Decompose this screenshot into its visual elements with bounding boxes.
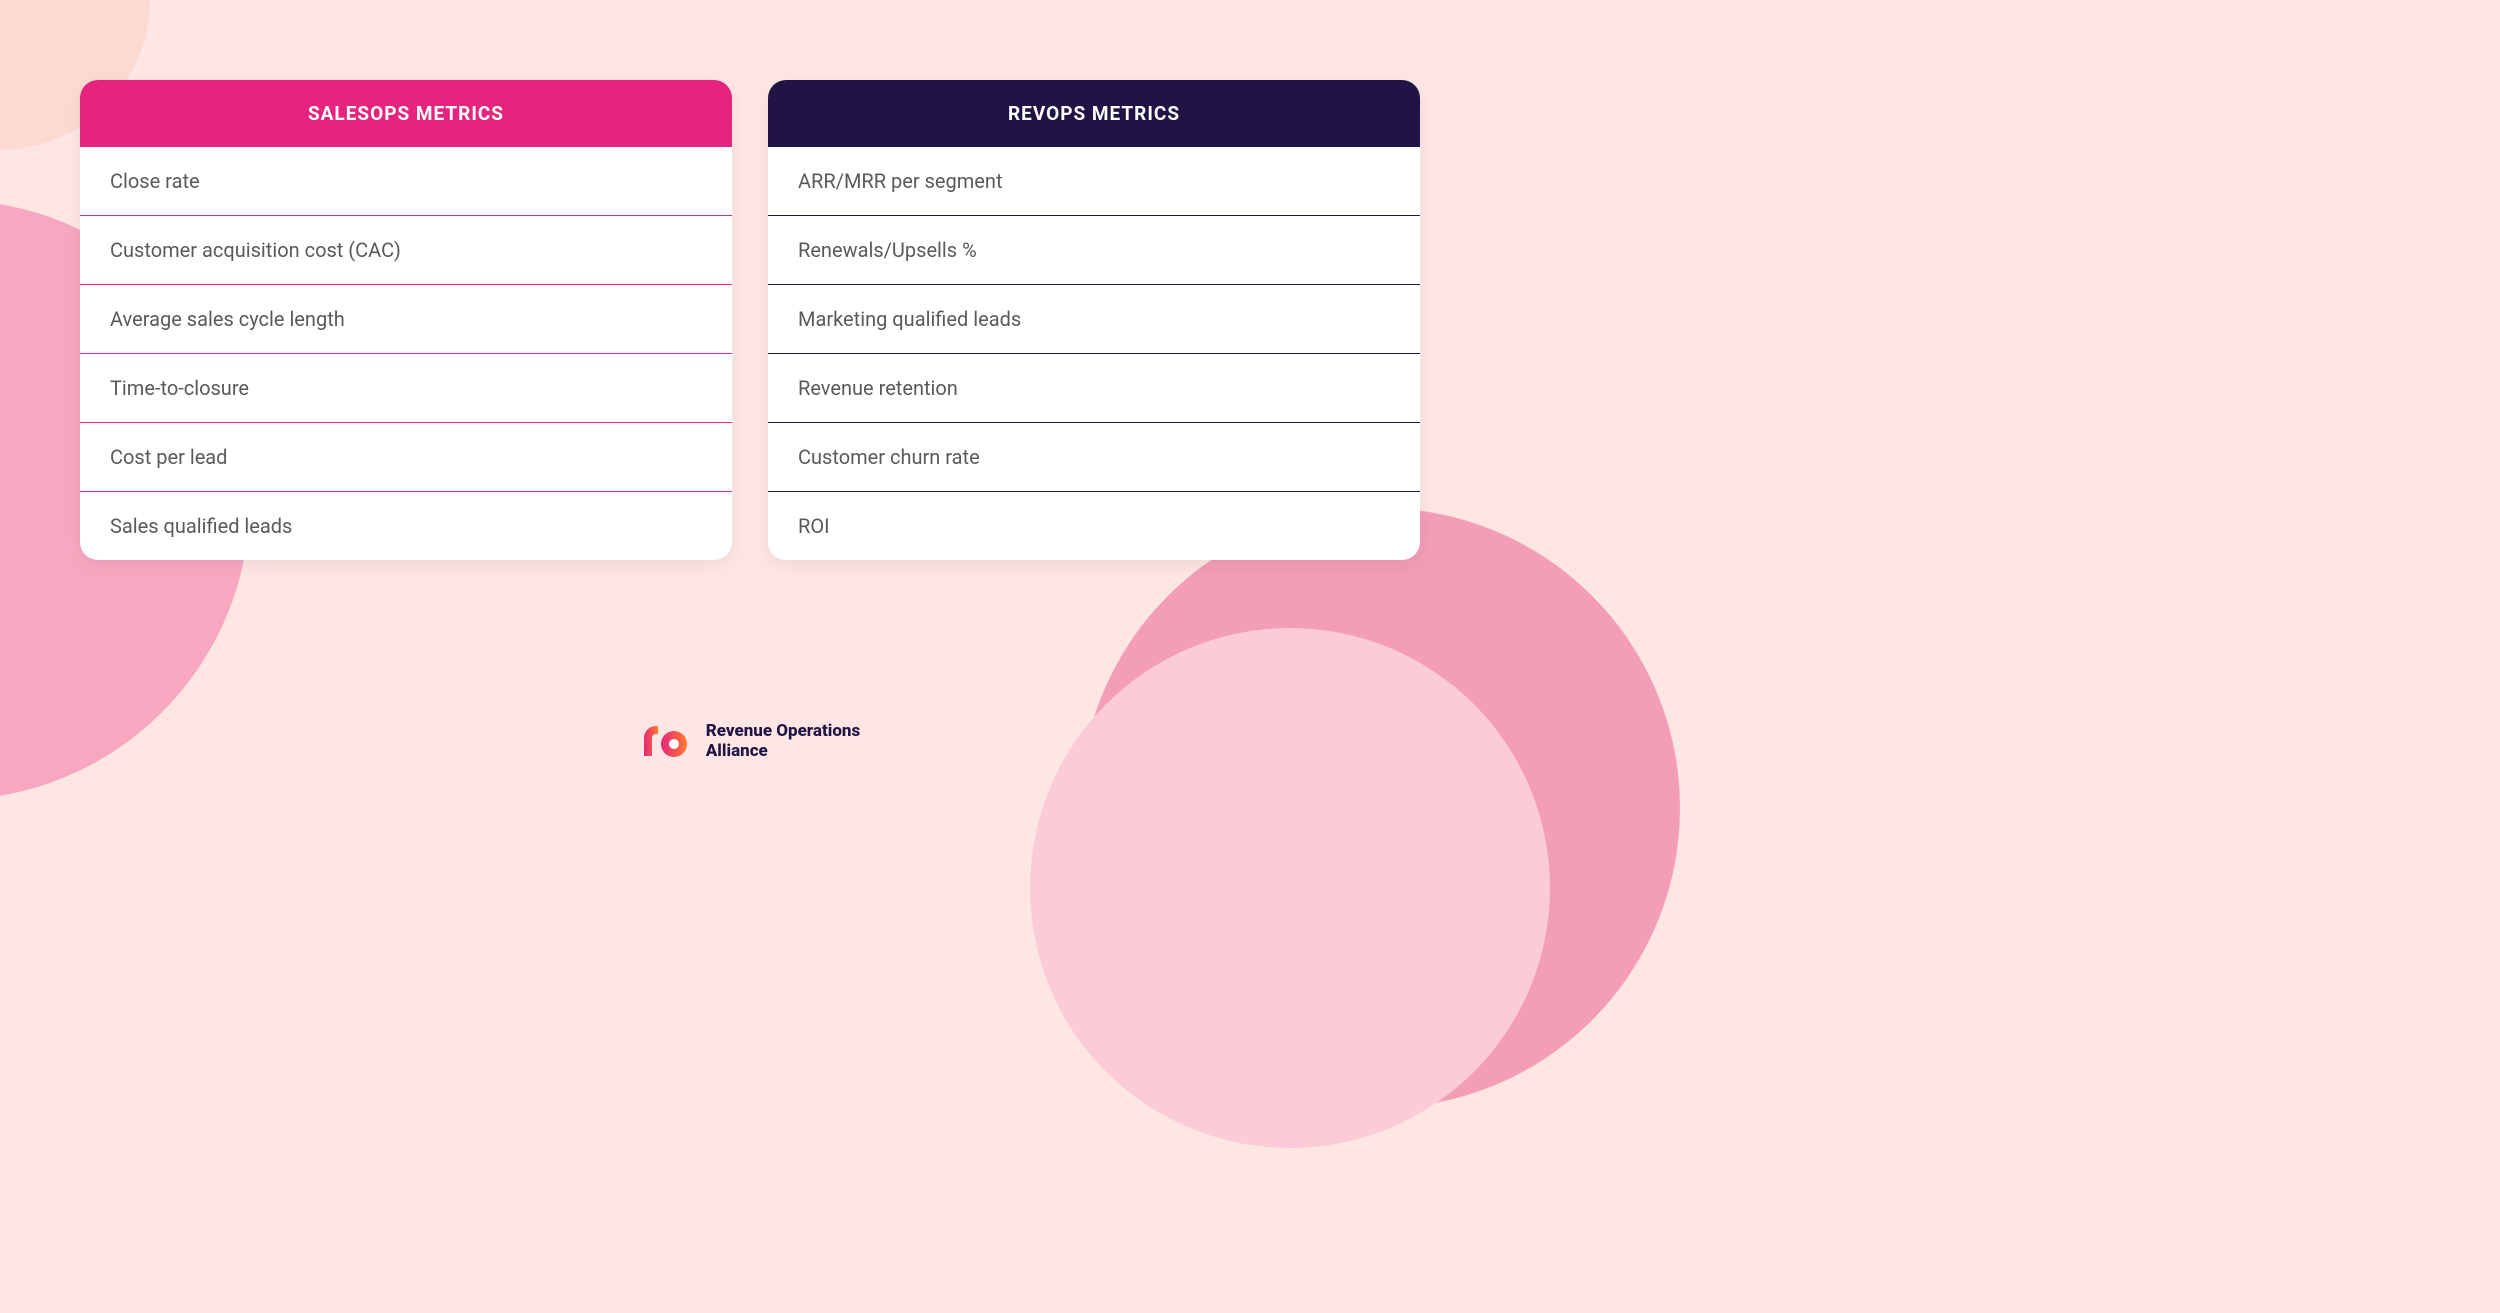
- brand-line-1: Revenue Operations: [706, 722, 860, 742]
- salesops-card: SALESOPS METRICS Close rate Customer acq…: [80, 80, 732, 560]
- revops-row: Revenue retention: [768, 354, 1420, 423]
- infographic-canvas: SALESOPS METRICS Close rate Customer acq…: [0, 0, 1500, 788]
- salesops-row: Close rate: [80, 147, 732, 216]
- revops-row: Renewals/Upsells %: [768, 216, 1420, 285]
- salesops-row: Customer acquisition cost (CAC): [80, 216, 732, 285]
- brand-logo-icon: [640, 722, 692, 762]
- brand-line-2: Alliance: [706, 742, 860, 762]
- salesops-row: Sales qualified leads: [80, 492, 732, 560]
- cards-container: SALESOPS METRICS Close rate Customer acq…: [0, 80, 1500, 560]
- revops-row: Marketing qualified leads: [768, 285, 1420, 354]
- salesops-row: Time-to-closure: [80, 354, 732, 423]
- salesops-header: SALESOPS METRICS: [80, 80, 732, 147]
- revops-row: ROI: [768, 492, 1420, 560]
- footer-brand: Revenue Operations Alliance: [0, 722, 1500, 762]
- brand-text: Revenue Operations Alliance: [706, 722, 860, 761]
- revops-row: ARR/MRR per segment: [768, 147, 1420, 216]
- salesops-row: Average sales cycle length: [80, 285, 732, 354]
- salesops-row: Cost per lead: [80, 423, 732, 492]
- revops-row: Customer churn rate: [768, 423, 1420, 492]
- bg-shape-bottom-inner: [1030, 628, 1550, 1148]
- revops-card: REVOPS METRICS ARR/MRR per segment Renew…: [768, 80, 1420, 560]
- revops-header: REVOPS METRICS: [768, 80, 1420, 147]
